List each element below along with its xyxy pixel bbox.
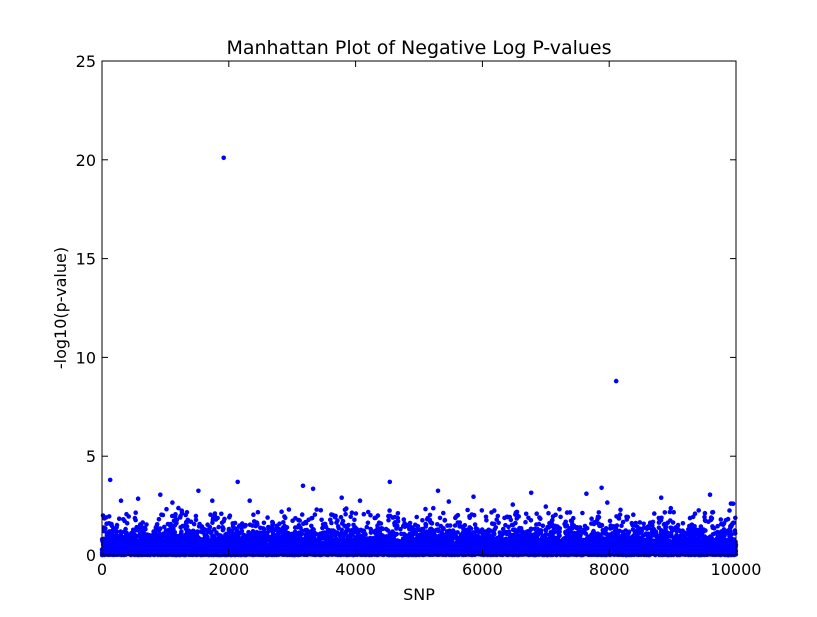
data-point	[339, 527, 345, 533]
data-point	[133, 510, 138, 515]
data-point	[212, 511, 218, 516]
data-point	[387, 508, 392, 513]
data-point	[126, 514, 131, 519]
data-point	[343, 511, 348, 517]
data-point	[319, 517, 324, 523]
data-point	[329, 520, 334, 526]
data-point	[103, 526, 108, 531]
data-point	[124, 521, 130, 526]
data-point	[335, 518, 340, 523]
data-point	[193, 517, 199, 523]
data-point	[286, 507, 292, 512]
data-point	[394, 531, 400, 537]
data-point	[144, 522, 149, 527]
data-point	[378, 521, 384, 526]
data-point	[375, 513, 381, 518]
data-point	[184, 510, 190, 515]
data-point	[207, 524, 213, 530]
data-point	[407, 520, 413, 526]
data-point	[156, 516, 162, 522]
data-point	[140, 520, 145, 525]
data-point	[386, 517, 391, 523]
data-point	[265, 515, 270, 520]
data-point	[299, 512, 305, 517]
data-point	[270, 520, 276, 525]
data-point	[158, 526, 163, 531]
data-point	[395, 519, 401, 524]
data-points	[99, 155, 739, 558]
data-point	[261, 520, 267, 526]
data-point	[160, 512, 166, 518]
data-point	[114, 529, 120, 534]
data-point	[395, 511, 401, 516]
data-point	[222, 516, 227, 522]
data-point	[340, 518, 346, 524]
data-point	[414, 514, 420, 520]
data-point	[284, 525, 290, 530]
data-point	[216, 524, 221, 530]
data-point	[349, 510, 355, 515]
data-point	[135, 527, 140, 533]
data-point	[346, 522, 351, 528]
data-point	[116, 516, 122, 521]
data-point	[184, 524, 190, 529]
data-point	[232, 520, 238, 526]
data-point	[179, 529, 184, 534]
data-point	[352, 517, 357, 523]
data-point	[415, 524, 421, 529]
data-point	[251, 512, 256, 517]
data-point	[344, 506, 349, 511]
data-point	[368, 513, 373, 518]
data-point	[164, 506, 169, 512]
data-point	[143, 526, 148, 532]
data-point	[191, 521, 197, 527]
data-point	[219, 511, 224, 517]
data-point	[353, 511, 359, 516]
data-point	[123, 526, 128, 532]
data-point	[221, 526, 226, 531]
data-point	[173, 512, 178, 517]
data-point	[348, 514, 354, 519]
data-point	[333, 513, 338, 519]
data-point	[297, 518, 303, 523]
data-point	[361, 511, 367, 517]
data-point	[154, 522, 160, 527]
data-point	[261, 526, 267, 532]
data-point	[243, 522, 248, 528]
data-point	[215, 515, 220, 521]
data-point	[282, 515, 288, 521]
data-point	[114, 522, 120, 528]
data-point	[312, 512, 318, 517]
data-point	[365, 520, 371, 526]
data-point	[363, 532, 368, 537]
data-point	[133, 517, 138, 523]
data-point	[314, 507, 320, 512]
data-point	[255, 509, 261, 515]
data-point	[279, 509, 284, 514]
data-point	[106, 514, 112, 519]
data-point	[227, 513, 233, 518]
data-point	[318, 508, 324, 513]
data-point	[338, 514, 344, 520]
chart-title: Manhattan Plot of Negative Log P-values	[226, 37, 611, 59]
